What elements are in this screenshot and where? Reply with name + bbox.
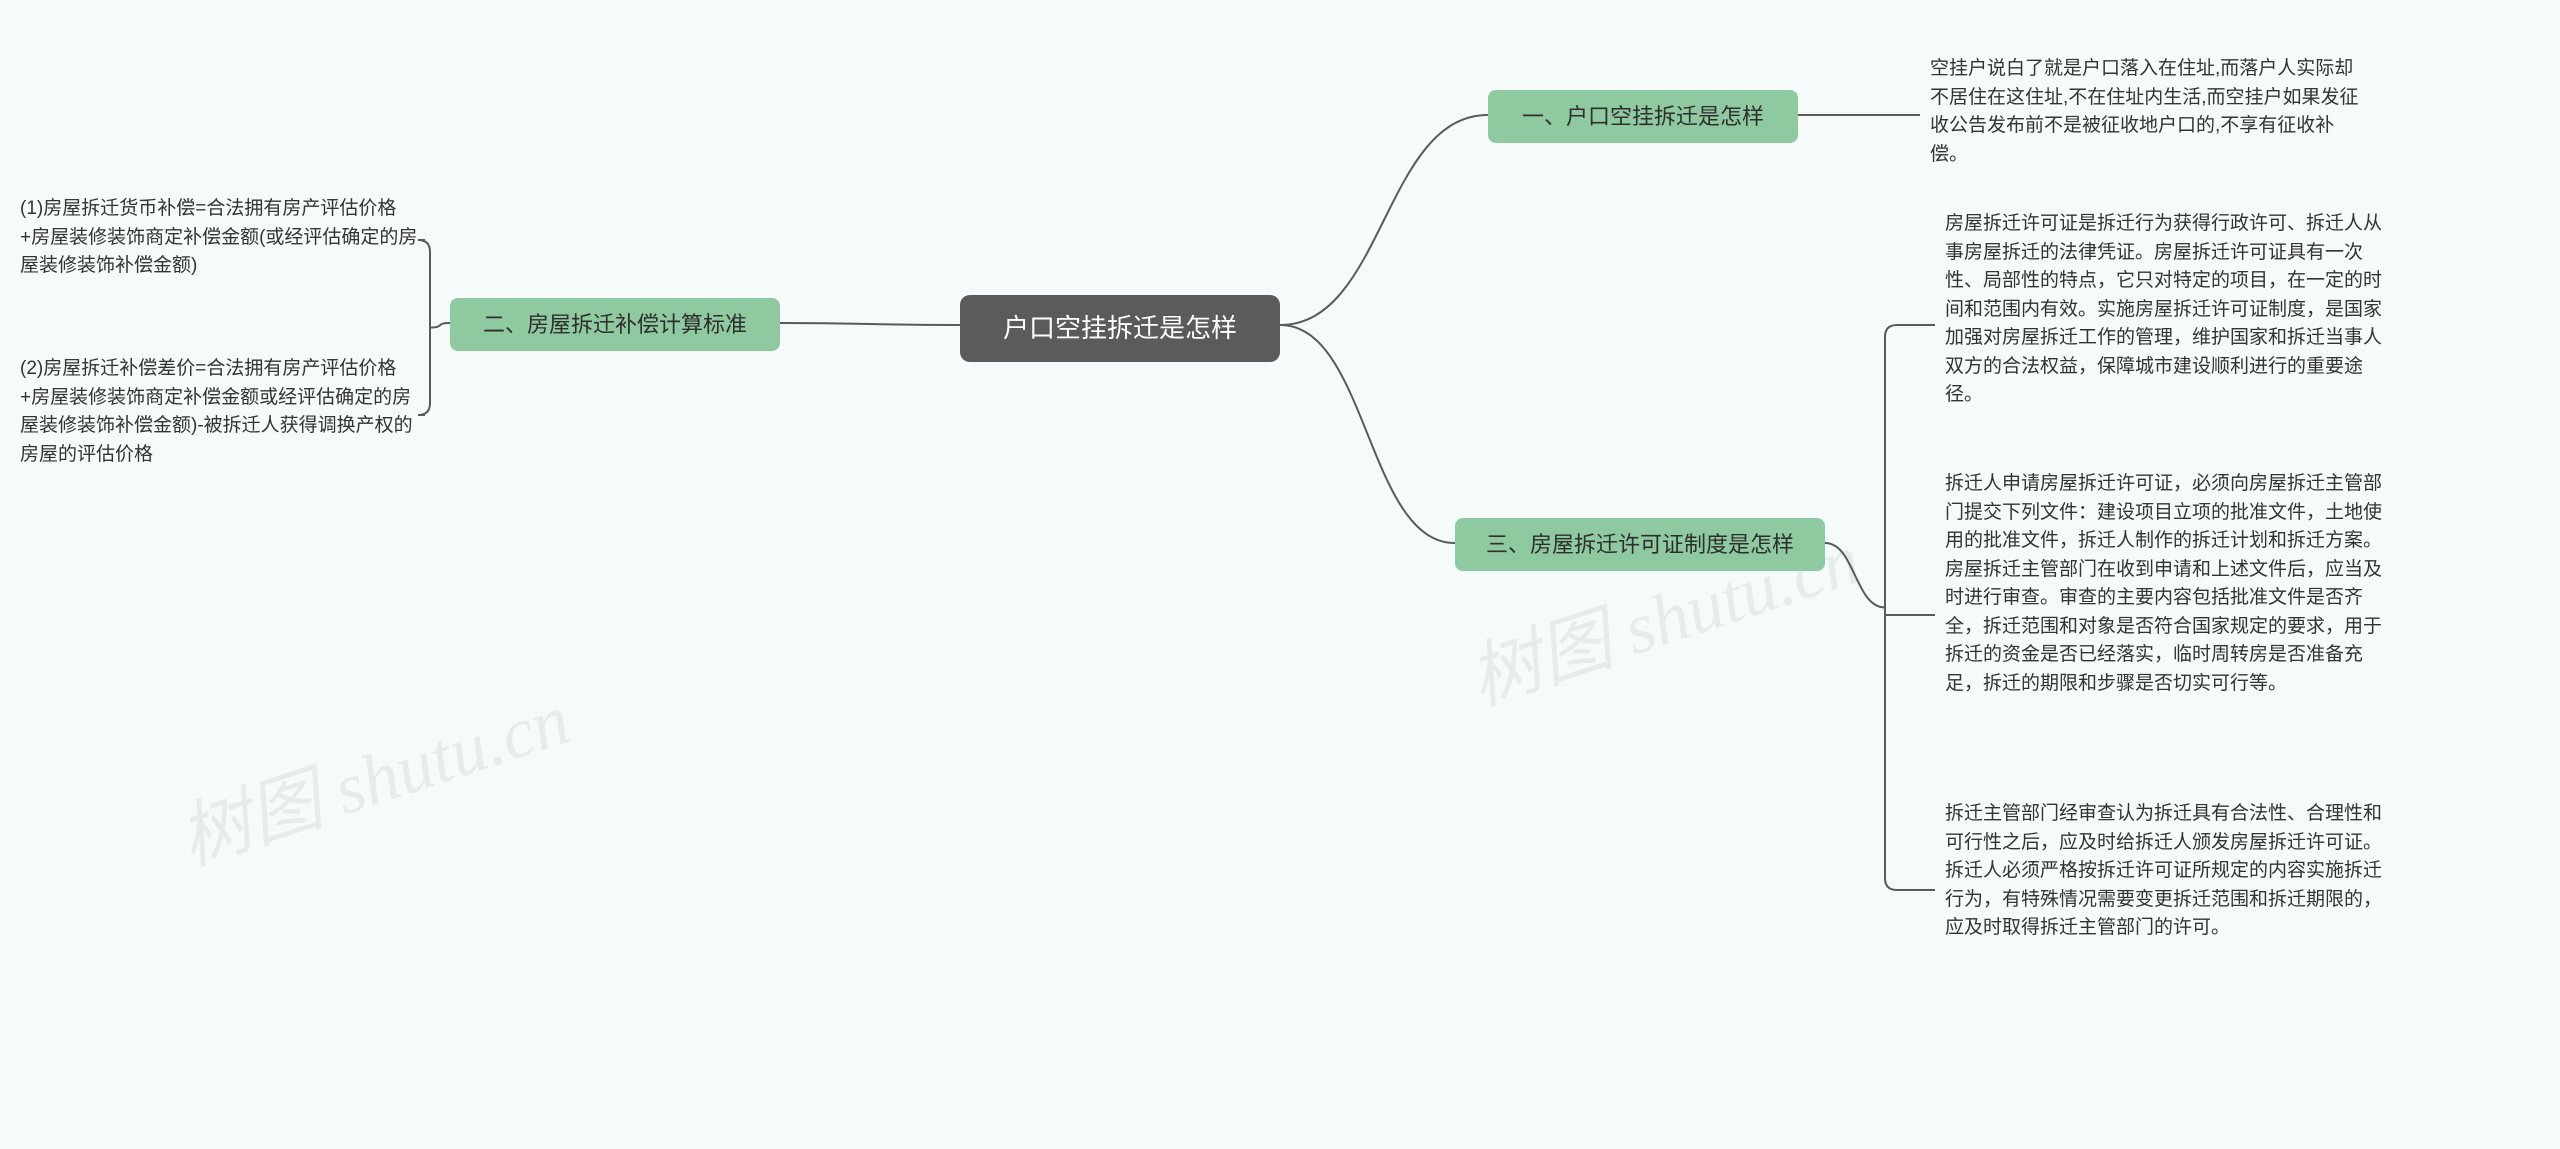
leaf-node: 房屋拆迁许可证是拆迁行为获得行政许可、拆迁人从事房屋拆迁的法律凭证。房屋拆迁许可… <box>1945 210 2385 410</box>
connector <box>1885 608 1897 891</box>
connector <box>1885 325 1897 608</box>
branch-node: 一、户口空挂拆迁是怎样 <box>1488 90 1798 143</box>
leaf-node: 拆迁主管部门经审查认为拆迁具有合法性、合理性和可行性之后，应及时给拆迁人颁发房屋… <box>1945 800 2385 943</box>
connector <box>780 323 960 325</box>
connector <box>1280 115 1488 325</box>
root-node: 户口空挂拆迁是怎样 <box>960 295 1280 362</box>
leaf-node: (1)房屋拆迁货币补偿=合法拥有房产评估价格+房屋装修装饰商定补偿金额(或经评估… <box>20 195 420 281</box>
connector <box>430 323 450 328</box>
connector <box>1280 325 1455 543</box>
branch-node: 三、房屋拆迁许可证制度是怎样 <box>1455 518 1825 571</box>
watermark: 树图 shutu.cn <box>164 660 581 885</box>
leaf-node: (2)房屋拆迁补偿差价=合法拥有房产评估价格+房屋装修装饰商定补偿金额或经评估确… <box>20 355 420 469</box>
leaf-node: 拆迁人申请房屋拆迁许可证，必须向房屋拆迁主管部门提交下列文件：建设项目立项的批准… <box>1945 470 2385 698</box>
mindmap-canvas: 树图 shutu.cn树图 shutu.cn户口空挂拆迁是怎样一、户口空挂拆迁是… <box>0 0 2560 1149</box>
connector <box>1825 543 1885 608</box>
leaf-node: 空挂户说白了就是户口落入在住址,而落户人实际却不居住在这住址,不在住址内生活,而… <box>1930 55 2360 169</box>
branch-node: 二、房屋拆迁补偿计算标准 <box>450 298 780 351</box>
